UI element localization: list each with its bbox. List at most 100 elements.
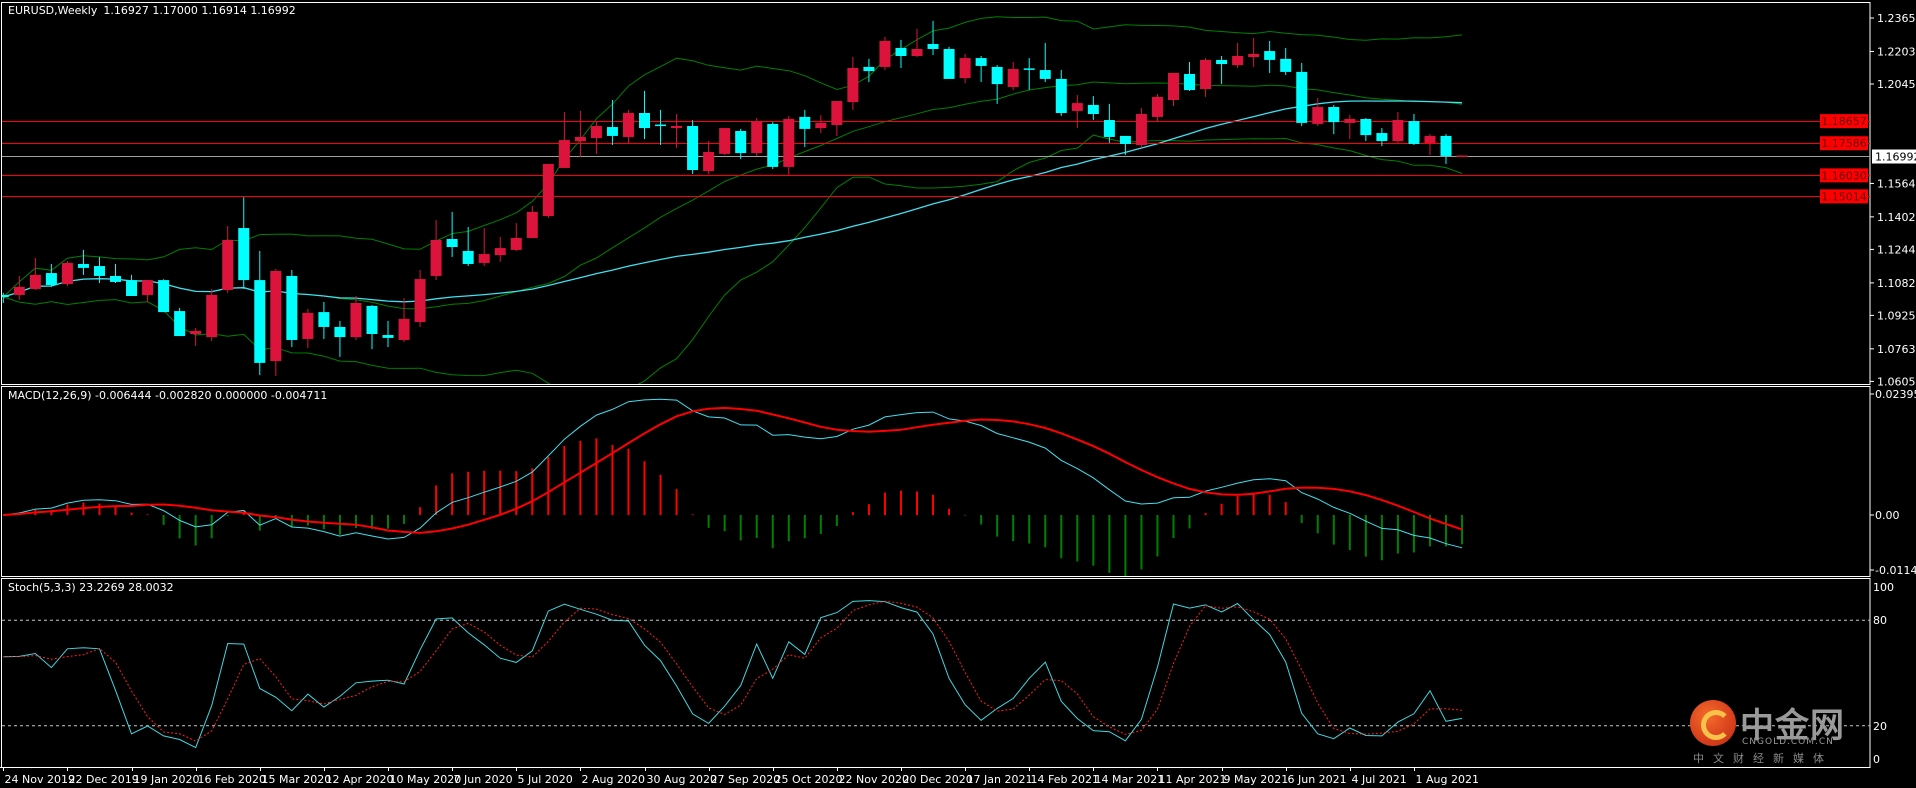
- time-tick-label: 12 Apr 2020: [326, 773, 394, 786]
- candle-body: [655, 124, 667, 127]
- candle: [270, 268, 282, 376]
- candle: [1200, 58, 1212, 97]
- candle-body: [1103, 120, 1115, 137]
- candle: [1296, 63, 1308, 127]
- candle: [222, 225, 234, 293]
- candle-body: [1360, 118, 1372, 136]
- time-tick-label: 9 May 2021: [1224, 773, 1289, 786]
- level-price-badge: [1820, 114, 1868, 129]
- time-tick-label: 30 Aug 2020: [647, 773, 717, 786]
- candle: [783, 115, 795, 175]
- price-tick-label: 1.12445: [1877, 243, 1916, 256]
- price-tick-label: 1.10825: [1877, 277, 1916, 290]
- candle-body: [847, 67, 859, 103]
- macd-tick-label: -0.01149: [1875, 564, 1916, 577]
- candle: [1023, 58, 1035, 91]
- candle: [61, 261, 73, 287]
- candle-body: [1248, 53, 1260, 58]
- candle-body: [590, 126, 602, 138]
- candle: [29, 257, 41, 290]
- candle: [174, 307, 186, 337]
- candle-body: [45, 273, 57, 286]
- cngold-watermark: 中金网 CNGOLD.COM.CN 中文财经新媒体: [1690, 700, 1860, 766]
- candle-body: [1071, 103, 1083, 111]
- candle: [1007, 61, 1019, 91]
- candle-body: [366, 305, 378, 334]
- candle: [863, 58, 875, 83]
- candle: [494, 236, 506, 262]
- stoch-tick-label: 20: [1873, 720, 1887, 733]
- candle-body: [462, 250, 474, 264]
- candle: [590, 121, 602, 154]
- candle: [719, 128, 731, 155]
- candle: [1264, 40, 1276, 73]
- candle-body: [639, 113, 650, 129]
- time-tick-label: 19 Jan 2020: [134, 773, 200, 786]
- candle-body: [959, 58, 971, 79]
- candle-body: [671, 126, 683, 129]
- candle-body: [767, 123, 779, 167]
- candle-body: [799, 116, 811, 129]
- candle: [510, 223, 522, 251]
- candle: [703, 141, 715, 174]
- price-tick-label: 1.09250: [1877, 309, 1916, 322]
- candle: [478, 228, 490, 267]
- candle: [1071, 95, 1083, 129]
- candle-body: [1376, 133, 1388, 142]
- candle-body: [831, 101, 843, 125]
- watermark-domain: CNGOLD.COM.CN: [1742, 737, 1834, 747]
- candle-body: [222, 240, 234, 290]
- candle: [1344, 115, 1356, 140]
- candle: [238, 197, 250, 289]
- candle: [1328, 104, 1340, 135]
- candle-body: [687, 126, 699, 171]
- price-tick-label: 1.06055: [1877, 375, 1916, 388]
- candle-body: [29, 274, 41, 289]
- candle: [1087, 96, 1099, 121]
- candle: [815, 115, 827, 134]
- candle-body: [622, 113, 634, 137]
- stoch-main-line: [3, 600, 1463, 749]
- candle-body: [1200, 59, 1212, 90]
- candle: [1248, 38, 1260, 67]
- candle-body: [318, 312, 330, 327]
- stoch-plot: [2, 600, 1870, 749]
- candle: [366, 305, 378, 350]
- candle: [1119, 135, 1131, 155]
- level-price-badge: [1820, 189, 1868, 204]
- candle: [1151, 94, 1163, 122]
- time-tick-label: 27 Sep 2020: [711, 773, 781, 786]
- candle: [126, 274, 138, 296]
- time-tick-label: 10 May 2020: [390, 773, 462, 786]
- candle-body: [1135, 114, 1147, 146]
- candle: [1312, 97, 1324, 127]
- candle-body: [735, 130, 747, 154]
- candle: [879, 37, 891, 71]
- stoch-tick-label: 0: [1873, 753, 1880, 766]
- candle: [574, 110, 586, 157]
- candle-body: [206, 294, 218, 338]
- candle: [110, 263, 122, 283]
- candle: [158, 279, 170, 313]
- level-price-label: 1.15014: [1821, 190, 1867, 203]
- candle: [462, 227, 474, 267]
- candle-body: [254, 280, 266, 363]
- candle-body: [174, 311, 186, 337]
- candle: [142, 280, 154, 302]
- candle-body: [703, 152, 715, 172]
- candle-body: [110, 275, 122, 282]
- ohlc-readout: 1.16927 1.17000 1.16914 1.16992: [103, 4, 296, 17]
- candle: [398, 298, 410, 343]
- candle-body: [414, 279, 426, 323]
- candle: [927, 20, 939, 55]
- level-price-badge: [1820, 168, 1868, 183]
- candle-body: [1344, 118, 1356, 123]
- candle-body: [1456, 155, 1468, 158]
- macd-main-line: [3, 398, 1463, 549]
- candle: [45, 263, 57, 287]
- candle: [1280, 47, 1292, 76]
- candle: [1039, 42, 1051, 83]
- candle-body: [350, 303, 362, 338]
- candle: [975, 56, 987, 83]
